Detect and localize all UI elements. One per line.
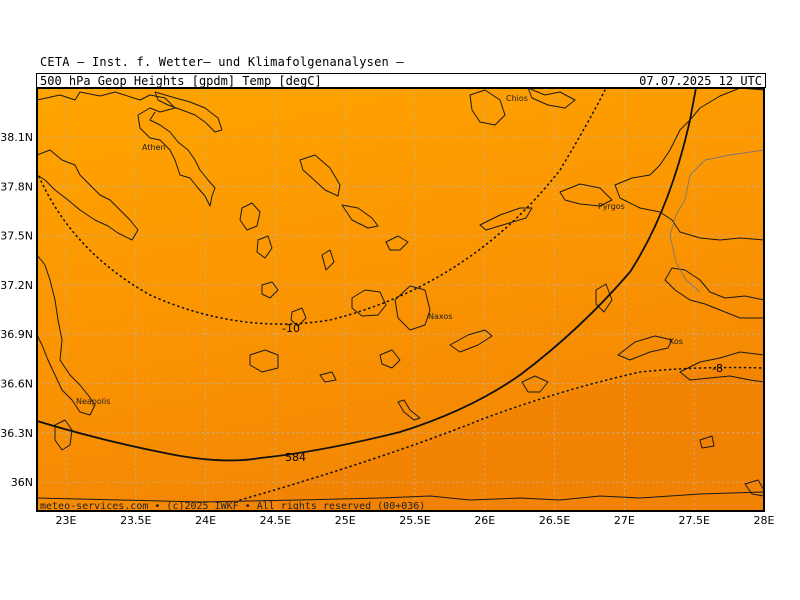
lat-tick-label: 36N	[11, 476, 33, 489]
lon-tick-label: 26E	[474, 514, 495, 527]
lat-tick-label: 37.8N	[0, 180, 33, 193]
map-frame	[36, 87, 765, 512]
place-neapolis: Neapolis	[76, 397, 110, 406]
product-title: 500_hPa_Geop_Heights_[gpdm]_Temp_[degC]	[40, 74, 322, 88]
longitude-axis: 23E 23.5E 24E 24.5E 25E 25.5E 26E 26.5E 27E 27.5E…	[56, 514, 775, 527]
lat-tick-label: 36.6N	[0, 378, 33, 391]
product-title-bar: 500_hPa_Geop_Heights_[gpdm]_Temp_[degC] …	[36, 73, 766, 88]
lon-tick-label: 24.5E	[260, 514, 291, 527]
label-584: 584	[285, 451, 306, 464]
lat-tick-label: 36.9N	[0, 328, 33, 341]
isotherm-minus8	[239, 366, 764, 501]
lon-tick-label: 23E	[56, 514, 77, 527]
place-pyrgos: Pyrgos	[598, 202, 625, 211]
place-naxos: Naxos	[428, 312, 452, 321]
place-chios: Chios	[506, 94, 528, 103]
lon-tick-label: 26.5E	[539, 514, 570, 527]
lat-tick-label: 37.2N	[0, 279, 33, 292]
place-kos: Kos	[669, 337, 683, 346]
latitude-axis: 38.1N 37.8N 37.5N 37.2N 36.9N 36.6N 36.3N 36N	[0, 131, 33, 489]
label-minus8: -8	[712, 362, 723, 375]
lon-tick-label: 24E	[195, 514, 216, 527]
lon-tick-label: 23.5E	[120, 514, 151, 527]
institute-title: CETA — Inst. f. Wetter— und Klimafolgena…	[40, 55, 404, 69]
coastlines	[37, 88, 764, 503]
lat-tick-label: 36.3N	[0, 427, 33, 440]
credit-line: meteo-services.com • (c)2025 IWKF • All …	[40, 501, 425, 512]
geopotential-584	[37, 88, 697, 462]
lon-tick-label: 27.5E	[678, 514, 709, 527]
warm-zone	[211, 368, 764, 511]
lon-tick-label: 25E	[335, 514, 356, 527]
lon-tick-label: 25.5E	[399, 514, 430, 527]
graticule	[37, 88, 764, 511]
lat-tick-label: 38.1N	[0, 131, 33, 144]
place-athen: Athen	[142, 143, 166, 152]
national-border	[669, 149, 764, 293]
isotherm-minus10	[37, 89, 606, 325]
lon-tick-label: 28E	[754, 514, 775, 527]
lon-tick-label: 27E	[614, 514, 635, 527]
label-minus10: -10	[282, 322, 300, 335]
valid-time: 07.07.2025 12 UTC	[639, 74, 762, 88]
lat-tick-label: 37.5N	[0, 230, 33, 243]
